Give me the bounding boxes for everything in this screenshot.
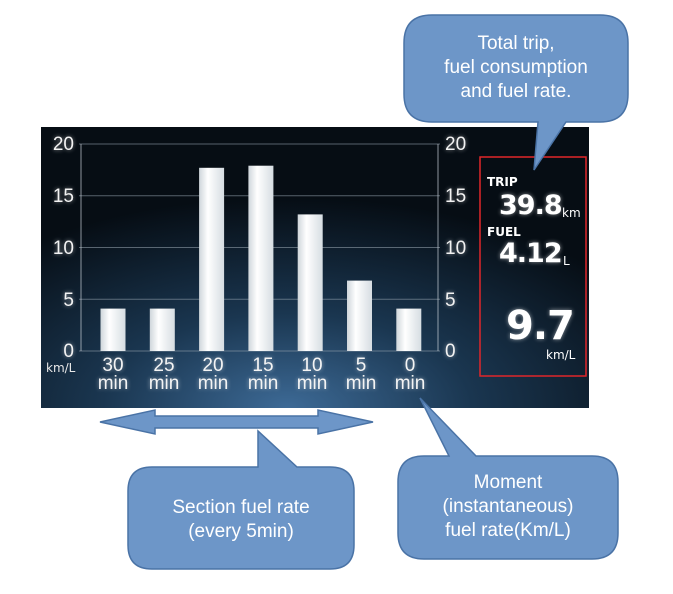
y-tick-right: 10 bbox=[445, 238, 467, 259]
fuel-label: FUEL bbox=[487, 225, 521, 239]
callout-top-right-text: Total trip, fuel consumption and fuel ra… bbox=[444, 33, 588, 102]
trip-value: 39.8 bbox=[499, 190, 563, 221]
bar-15-min bbox=[248, 165, 274, 351]
y-tick-right: 5 bbox=[445, 290, 456, 311]
x-tick-label: 15 min bbox=[247, 355, 279, 394]
y-tick-left: 20 bbox=[52, 134, 74, 155]
y-tick-right: 15 bbox=[445, 186, 467, 207]
y-tick-left: 0 bbox=[63, 341, 74, 362]
instant-rate-value: 9.7 bbox=[506, 303, 575, 349]
bar-10-min bbox=[297, 214, 323, 351]
bar-25-min bbox=[149, 308, 175, 351]
x-tick-label: 5 min bbox=[345, 355, 377, 394]
x-tick-label: 0 min bbox=[394, 355, 426, 394]
callout-bottom-right-bubble bbox=[397, 397, 619, 560]
trip-unit: km bbox=[562, 206, 581, 220]
section-range-arrow bbox=[99, 409, 374, 435]
callout-top-right-bubble bbox=[403, 14, 629, 171]
y-tick-left: 15 bbox=[52, 186, 74, 207]
fuel-value: 4.12 bbox=[499, 238, 563, 269]
bar-20-min bbox=[199, 167, 225, 351]
y-axis-unit-label: km/L bbox=[46, 361, 76, 375]
fuel-unit: L bbox=[563, 254, 570, 268]
bar-0-min bbox=[396, 308, 422, 351]
x-tick-label: 25 min bbox=[148, 355, 180, 394]
callout-bottom-left-bubble bbox=[127, 429, 355, 570]
y-tick-left: 5 bbox=[63, 290, 74, 311]
bar-30-min bbox=[100, 308, 126, 351]
bar-5-min bbox=[347, 280, 372, 351]
y-tick-right: 0 bbox=[445, 341, 456, 362]
chart-bars bbox=[100, 165, 422, 351]
trip-panel-highlight bbox=[479, 156, 587, 377]
x-tick-label: 20 min bbox=[197, 355, 229, 394]
callout-bottom-right-text: Moment (instantaneous) fuel rate(Km/L) bbox=[442, 472, 574, 541]
y-tick-right: 20 bbox=[445, 134, 467, 155]
trip-label: TRIP bbox=[487, 175, 518, 189]
instant-rate-unit: km/L bbox=[546, 348, 576, 362]
x-tick-label: 30 min bbox=[97, 355, 129, 394]
y-tick-left: 10 bbox=[52, 238, 74, 259]
x-tick-label: 10 min bbox=[296, 355, 328, 394]
callout-bottom-left-text: Section fuel rate (every 5min) bbox=[172, 497, 310, 542]
